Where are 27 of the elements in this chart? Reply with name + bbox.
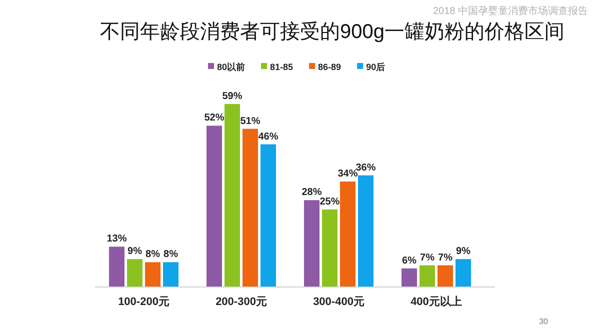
data-label: 8% xyxy=(164,249,178,260)
data-label: 46% xyxy=(258,131,278,142)
annotation: 2018 中国孕婴童消费市场调查报告 xyxy=(432,6,588,17)
x-tick: 300-400元 xyxy=(313,296,364,308)
data-label: 59% xyxy=(222,91,242,102)
legend-label: 86-89 xyxy=(318,62,342,72)
title: 不同年龄段消费者可接受的900g一罐奶粉的价格区间 xyxy=(100,21,564,43)
data-label: 52% xyxy=(204,112,224,124)
data-label: 34% xyxy=(338,168,358,180)
data-label: 13% xyxy=(106,234,127,245)
data-label: 9% xyxy=(456,246,470,258)
data-label: 9% xyxy=(128,246,142,258)
x-tick: 400元以上 xyxy=(410,296,462,308)
legend-label: 81-85 xyxy=(270,62,294,72)
annotation: 30 xyxy=(539,317,548,326)
data-label: 36% xyxy=(356,162,376,174)
legend-label: 90后 xyxy=(366,62,386,72)
data-label: 6% xyxy=(402,255,416,266)
data-label: 7% xyxy=(438,252,452,264)
legend-label: 80以前 xyxy=(217,62,246,72)
data-label: 7% xyxy=(420,252,434,264)
data-label: 28% xyxy=(302,187,322,198)
data-label: 51% xyxy=(240,116,260,127)
x-tick: 200-300元 xyxy=(216,296,267,308)
data-label: 25% xyxy=(320,196,340,208)
data-label: 8% xyxy=(146,249,160,260)
x-tick: 100-200元 xyxy=(118,296,170,308)
